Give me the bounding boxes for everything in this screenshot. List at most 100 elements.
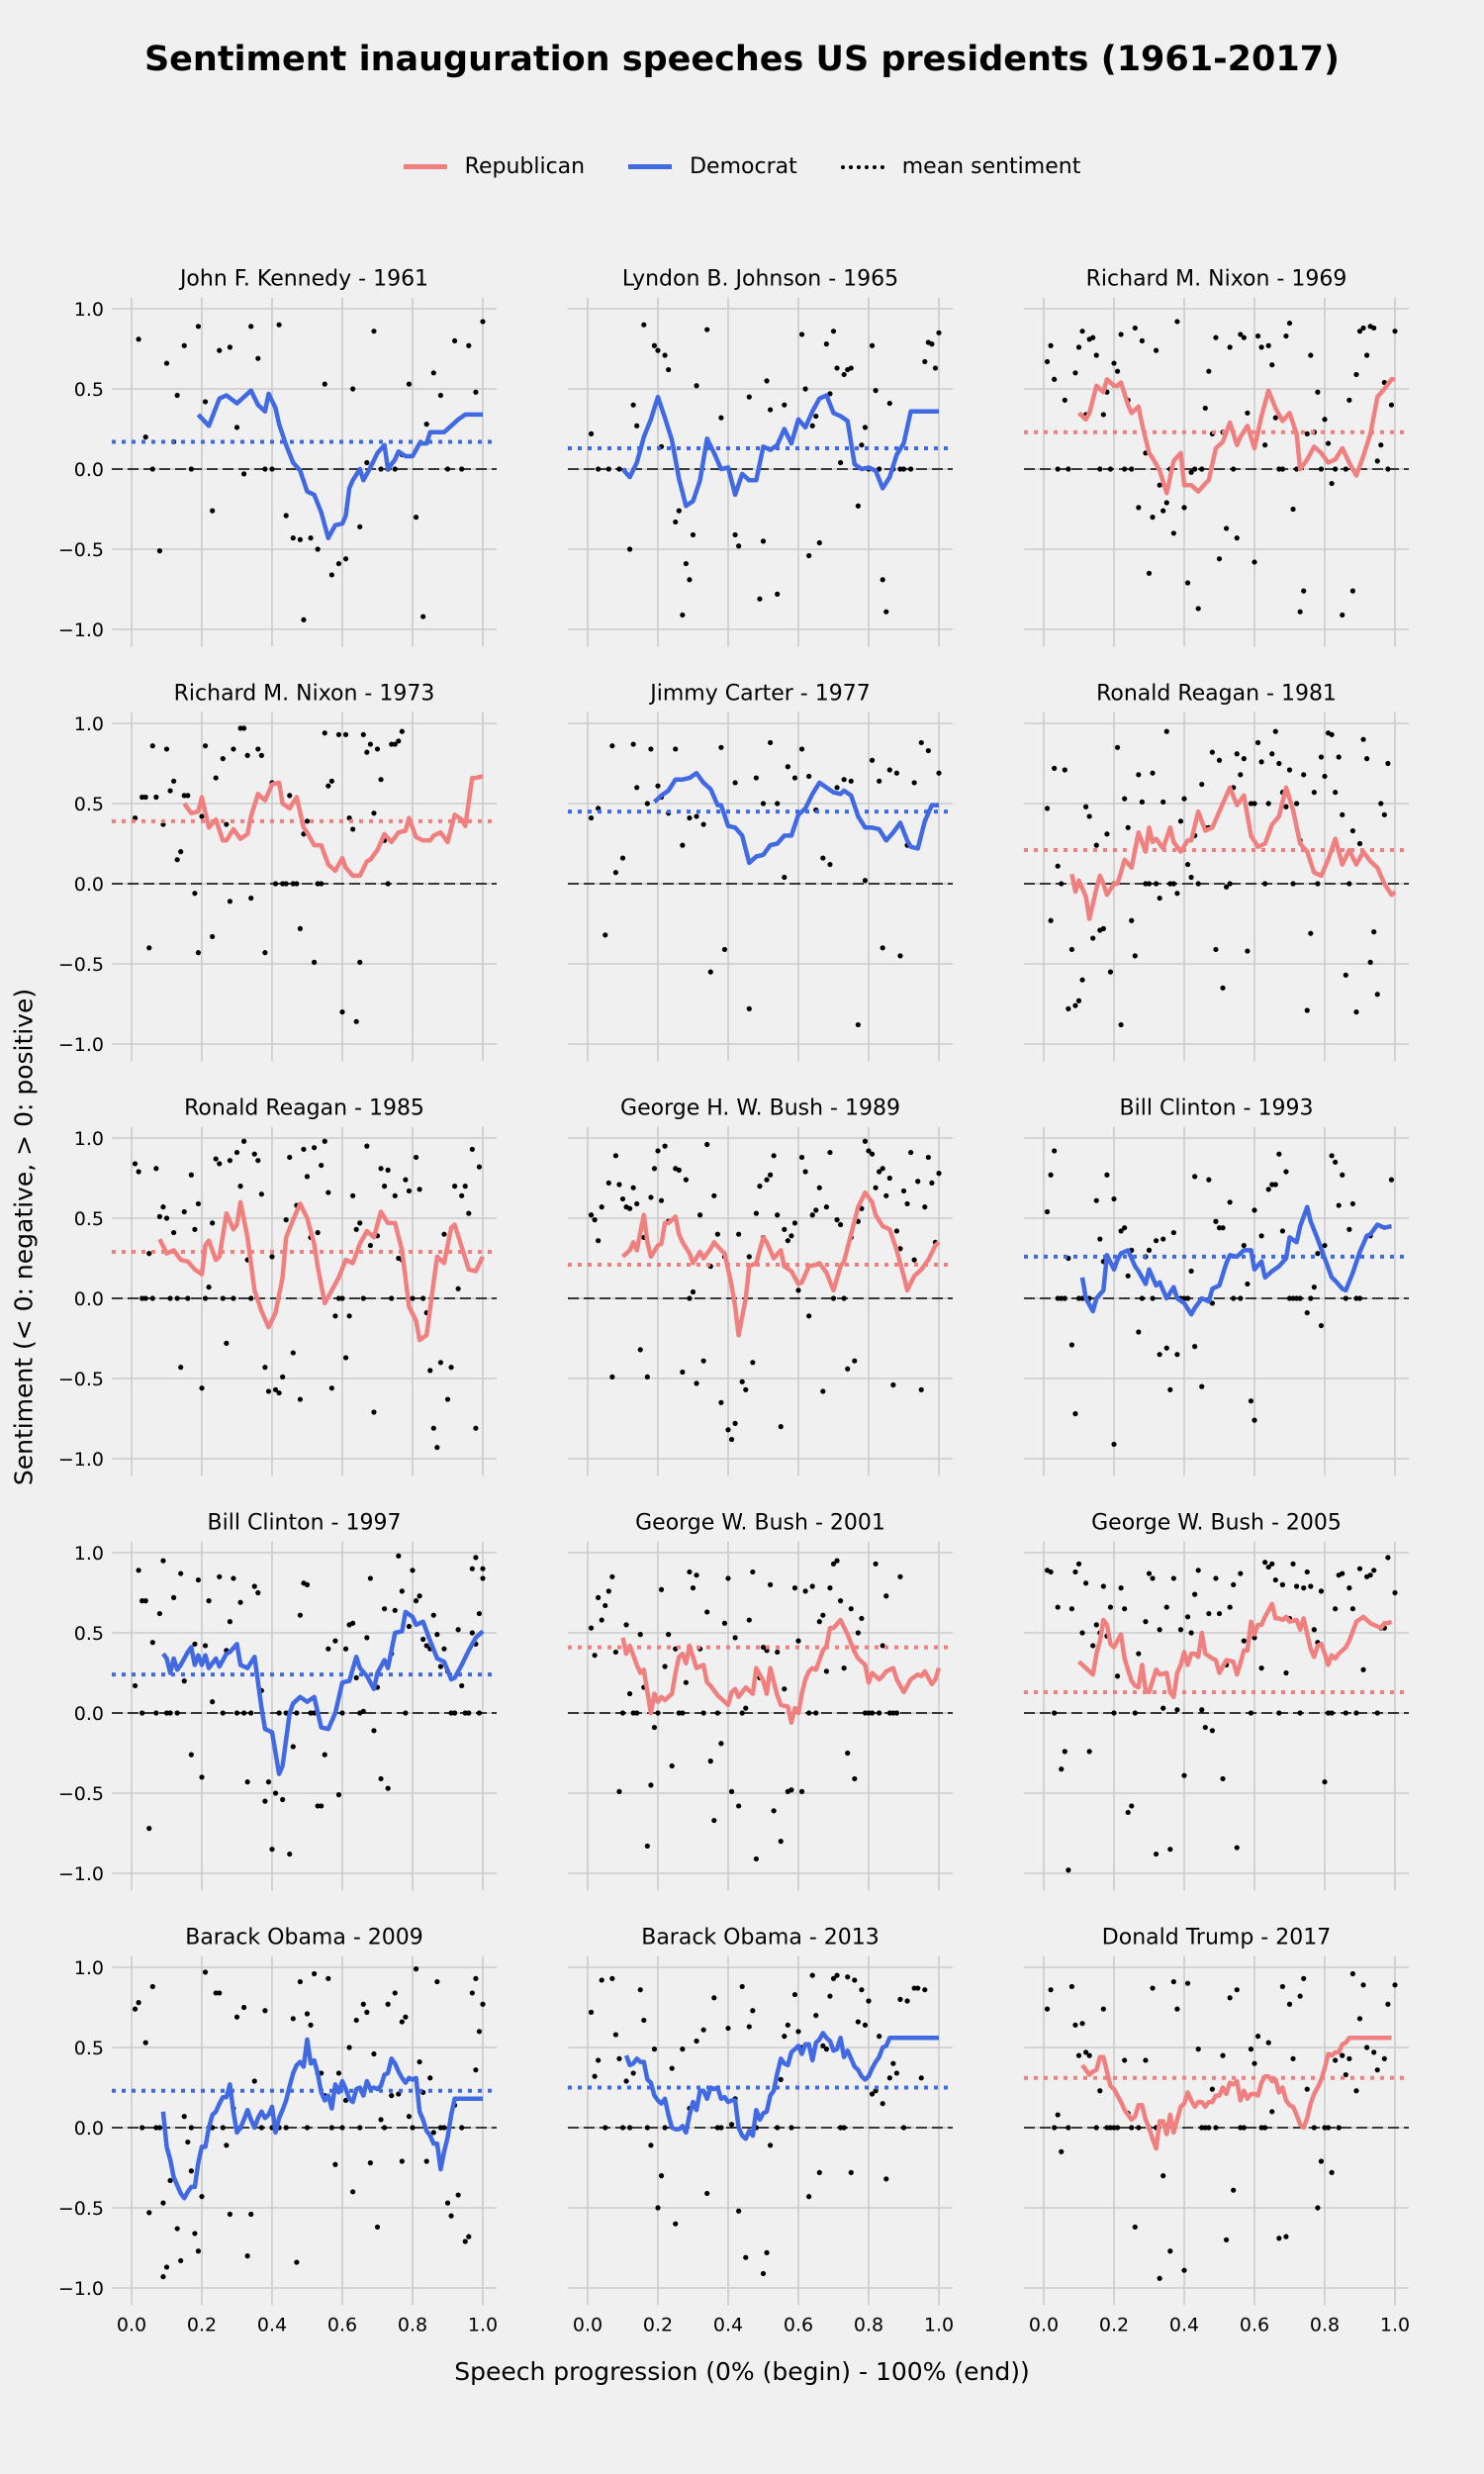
sentence-point xyxy=(707,1759,713,1764)
sentence-point xyxy=(210,1220,216,1226)
sentence-point xyxy=(599,1617,604,1623)
sentence-point xyxy=(1199,466,1205,472)
sentence-point xyxy=(718,744,724,750)
sentence-point xyxy=(1262,1560,1268,1566)
subplot-title: Ronald Reagan - 1981 xyxy=(1096,682,1337,707)
sentence-point xyxy=(220,2125,226,2131)
sentence-point xyxy=(746,1617,752,1623)
x-tick-label: 0.0 xyxy=(117,2314,146,2335)
sentence-point xyxy=(1329,1153,1335,1159)
sentence-point xyxy=(1340,811,1345,817)
sentence-point xyxy=(202,1969,209,1975)
sentence-point xyxy=(1371,1568,1377,1573)
sentence-point xyxy=(728,1788,735,1794)
sentence-point xyxy=(224,1340,230,1346)
sentence-point xyxy=(866,1998,872,2004)
x-tick-label: 0.4 xyxy=(713,2314,743,2335)
sentence-point xyxy=(1146,1570,1153,1576)
sentence-point xyxy=(704,1141,710,1148)
sentence-point xyxy=(771,1153,777,1159)
sentence-point xyxy=(1174,1707,1180,1713)
rolling-sentiment-line xyxy=(1069,785,1397,921)
sentence-point xyxy=(1234,751,1240,757)
sentence-point xyxy=(403,1177,409,1183)
sentence-point xyxy=(634,1200,640,1207)
sentence-point xyxy=(750,1360,756,1366)
sentence-point xyxy=(1048,1569,1054,1575)
sentence-point xyxy=(890,2060,896,2066)
sentence-point xyxy=(466,342,472,348)
sentence-point xyxy=(1093,2125,1099,2131)
sentence-point xyxy=(603,1602,608,1609)
sentence-point xyxy=(637,1632,643,1638)
y-tick-label: −0.5 xyxy=(58,539,104,561)
sentence-point xyxy=(297,925,303,931)
sentence-point xyxy=(743,1386,749,1392)
x-tick-label: 0.6 xyxy=(1240,2314,1269,2335)
sentence-point xyxy=(1265,801,1271,807)
sentence-point xyxy=(294,1710,300,1716)
sentence-point xyxy=(258,752,264,759)
y-tick-label: 1.0 xyxy=(74,1957,104,1979)
sentence-point xyxy=(1241,1638,1247,1644)
sentence-point xyxy=(371,810,377,816)
sentence-point xyxy=(251,1583,257,1589)
y-tick-label: 0.5 xyxy=(74,1208,104,1230)
sentence-point xyxy=(873,1561,879,1567)
sentence-point xyxy=(423,1643,429,1649)
sentence-point xyxy=(136,2000,141,2006)
sentence-point xyxy=(210,508,216,514)
sentence-point xyxy=(210,1699,216,1705)
sentence-point xyxy=(834,1558,840,1564)
sentence-point xyxy=(658,1197,665,1203)
sentence-point xyxy=(922,1204,928,1210)
sentence-point xyxy=(319,1162,325,1169)
sentence-point xyxy=(178,2257,184,2264)
sentence-point xyxy=(1276,1710,1282,1716)
sentence-point xyxy=(332,2161,338,2167)
y-tick-label: 0.5 xyxy=(74,1623,104,1645)
sentence-point xyxy=(1276,2236,1282,2241)
sentence-point xyxy=(244,2253,250,2259)
sentence-point xyxy=(382,1184,388,1189)
sentence-point xyxy=(325,1189,331,1195)
sentence-point xyxy=(732,1420,738,1426)
sentence-point xyxy=(1068,1983,1074,1990)
sentence-point xyxy=(371,1728,377,1734)
sentence-point xyxy=(936,770,942,776)
sentence-point xyxy=(328,2125,334,2131)
x-tick-label: 0.0 xyxy=(1029,2314,1059,2335)
sentence-point xyxy=(1269,362,1275,368)
sentence-point xyxy=(1195,1568,1201,1573)
sentence-point xyxy=(385,1785,391,1791)
sentence-point xyxy=(167,788,173,794)
sentence-point xyxy=(1308,352,1314,358)
sentence-point xyxy=(1336,2125,1342,2131)
sentence-point xyxy=(760,538,767,544)
sentence-point xyxy=(877,2034,882,2040)
legend-item-republican: Republican xyxy=(403,154,585,179)
sentence-point xyxy=(1301,588,1307,594)
sentence-point xyxy=(357,959,363,965)
sentence-point xyxy=(775,2125,781,2131)
sentence-point xyxy=(294,881,300,887)
sentence-point xyxy=(1333,466,1339,472)
sentence-point xyxy=(827,1585,833,1591)
sentence-point xyxy=(599,1204,604,1210)
sentence-point xyxy=(732,1635,738,1641)
sentence-point xyxy=(694,813,699,819)
sentence-point xyxy=(1083,804,1089,809)
sentence-point xyxy=(1301,772,1307,778)
sentence-point xyxy=(1308,1295,1314,1301)
sentence-point xyxy=(374,2224,381,2231)
sentence-point xyxy=(925,1154,931,1161)
sentence-point xyxy=(149,1983,155,1990)
sentence-point xyxy=(1297,609,1303,615)
sentence-point xyxy=(683,560,690,567)
sentence-point xyxy=(297,1612,303,1618)
sentence-point xyxy=(785,764,790,770)
sentence-point xyxy=(1231,1581,1237,1587)
sentence-point xyxy=(360,2001,366,2007)
sentence-point xyxy=(469,1566,475,1571)
sentence-point xyxy=(848,778,854,784)
